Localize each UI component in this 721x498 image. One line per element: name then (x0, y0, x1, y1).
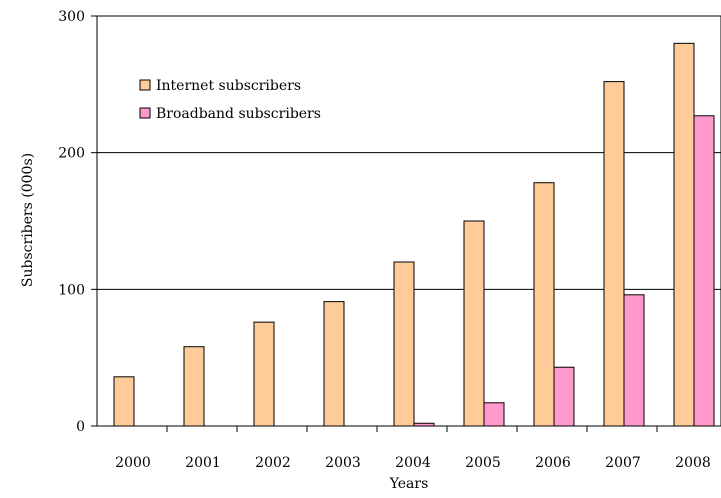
y-tick-label: 300 (58, 9, 85, 25)
x-tick-label: 2000 (115, 455, 151, 471)
x-tick-label: 2004 (395, 455, 431, 471)
internet-bar-2007 (603, 81, 625, 427)
internet-bar-2002 (253, 321, 275, 427)
x-tick-label: 2005 (465, 455, 501, 471)
y-tick-label: 200 (58, 146, 85, 162)
broadband-bar-2007 (623, 294, 645, 427)
x-tick-label: 2001 (185, 455, 221, 471)
x-tick-label: 2003 (325, 455, 361, 471)
legend-box (137, 70, 357, 135)
x-axis-label: Years (389, 476, 429, 492)
broadband-bar-2004 (413, 422, 435, 427)
legend-swatch-1 (139, 107, 151, 119)
x-tick-label: 2006 (535, 455, 571, 471)
legend-label-1: Broadband subscribers (156, 106, 321, 122)
y-tick-label: 100 (58, 282, 85, 298)
legend-swatch-0 (139, 79, 151, 91)
x-tick-label: 2002 (255, 455, 291, 471)
x-tick-label: 2008 (675, 455, 711, 471)
y-axis-label: Subscribers (000s) (20, 153, 36, 287)
y-tick-label: 0 (76, 419, 85, 435)
broadband-bar-2006 (553, 366, 575, 427)
internet-bar-2003 (323, 301, 345, 427)
broadband-bar-2008 (693, 115, 715, 427)
internet-bar-2006 (533, 182, 555, 427)
internet-bar-2005 (463, 220, 485, 427)
internet-bar-2000 (113, 376, 135, 427)
legend-label-0: Internet subscribers (156, 78, 301, 94)
internet-bar-2004 (393, 261, 415, 427)
internet-bar-2001 (183, 346, 205, 427)
internet-bar-2008 (673, 42, 695, 427)
broadband-bar-2005 (483, 402, 505, 427)
x-tick-label: 2007 (605, 455, 641, 471)
